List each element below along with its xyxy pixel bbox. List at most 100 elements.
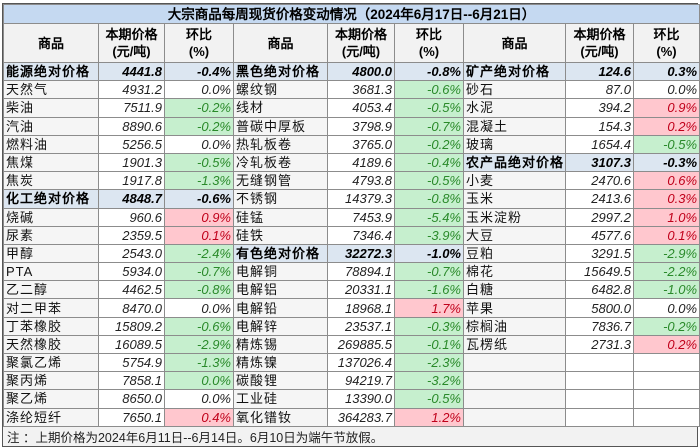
change-value: 1.2% <box>394 407 464 427</box>
price-value: 137026.4 <box>327 352 395 373</box>
price-value: 7346.4 <box>327 225 395 245</box>
header-price-label: 本期价格 <box>105 27 158 42</box>
product-name: 丁苯橡胶 <box>3 316 99 336</box>
price-value: 8470.0 <box>98 298 165 318</box>
header-price: 本期价格 (元/吨) <box>98 23 165 63</box>
price-value: 87.0 <box>565 80 634 100</box>
change-value: 0.0% <box>632 80 700 100</box>
product-name: 硅铁 <box>233 225 328 245</box>
change-value: -5.4% <box>394 207 464 227</box>
header-change: 环比 (%) <box>394 23 464 63</box>
product-name: 聚丙烯 <box>3 371 99 391</box>
footnote: 注 ：上期价格为2024年6月11日--6月14日。6月10日为端午节放假。 <box>3 426 697 446</box>
change-value: 0.3% <box>632 61 700 82</box>
change-value: -0.4% <box>394 152 464 173</box>
header-price-label: 本期价格 <box>334 27 387 42</box>
product-name: 棉花 <box>463 262 566 282</box>
change-value: -3.2% <box>394 371 464 391</box>
price-value: 2543.0 <box>98 243 165 264</box>
price-value: 1654.4 <box>565 134 634 154</box>
product-name: 燃料油 <box>3 134 99 154</box>
price-value: 3681.3 <box>327 80 395 100</box>
price-value: 13390.0 <box>327 389 395 409</box>
change-value: 0.0% <box>632 298 700 318</box>
category-name: 有色绝对价格 <box>233 243 328 264</box>
product-name: 涤纶短纤 <box>3 407 99 427</box>
price-value: 32272.3 <box>327 243 395 264</box>
header-change-unit: (%) <box>418 44 440 59</box>
product-name: 硅锰 <box>233 207 328 227</box>
price-value: 124.6 <box>565 61 634 82</box>
product-name: 甲醇 <box>3 243 99 264</box>
empty-cell <box>632 407 700 427</box>
product-name: 焦煤 <box>3 152 99 173</box>
product-name: 不锈钢 <box>233 189 328 209</box>
table-row: 能源绝对价格 4441.8 -0.4% 黑色绝对价格 4800.0 -0.8% 矿产绝对价格… <box>3 61 700 82</box>
price-value: 2413.6 <box>565 189 634 209</box>
price-value: 3291.5 <box>565 243 634 264</box>
price-value: 4189.6 <box>327 152 395 173</box>
change-value: -0.8% <box>394 61 464 82</box>
table-row: 汽油 8890.6 -0.2% 普碳中厚板 3798.9 -0.7% 混凝土 154.3 0.2… <box>3 116 700 136</box>
price-value: 3107.3 <box>565 152 634 173</box>
category-name: 黑色绝对价格 <box>233 61 328 82</box>
header-price-label: 本期价格 <box>573 27 626 42</box>
price-value: 7858.1 <box>98 371 165 391</box>
header-change-unit: (%) <box>656 44 677 59</box>
change-value: 1.0% <box>632 207 700 227</box>
product-name: 大豆 <box>463 225 566 245</box>
price-value: 18968.1 <box>327 298 395 318</box>
change-value: -1.6% <box>394 280 464 300</box>
table-row: 乙二醇 4462.5 -0.8% 电解铝 20331.1 -1.6% 白糖 6482.8 -1.… <box>3 280 700 300</box>
header-price-unit: (元/吨) <box>580 44 619 59</box>
table-row: 丁苯橡胶 15809.2 -0.6% 电解锌 23537.1 -0.3% 棕榈油 7836.7… <box>3 316 700 336</box>
price-value: 20331.1 <box>327 280 395 300</box>
table-row: 焦炭 1917.8 -1.3% 无缝钢管 4793.8 -0.5% 小麦 2470.6 0.6% <box>3 171 700 191</box>
change-value: -0.6% <box>164 189 234 209</box>
price-value: 4462.5 <box>98 280 165 300</box>
price-value: 5256.5 <box>98 134 165 154</box>
change-value: 0.4% <box>164 407 234 427</box>
price-value: 7511.9 <box>98 98 165 118</box>
product-name: 线材 <box>233 98 328 118</box>
price-value: 4053.4 <box>327 98 395 118</box>
product-name: 棕榈油 <box>463 316 566 336</box>
change-value: 0.1% <box>164 225 234 245</box>
header-change-label: 环比 <box>653 27 680 42</box>
change-value: -1.0% <box>632 280 700 300</box>
product-name: 电解铜 <box>233 262 328 282</box>
change-value: -0.4% <box>164 61 234 82</box>
price-value: 2359.5 <box>98 225 165 245</box>
change-value: 0.6% <box>632 171 700 191</box>
price-value: 6482.8 <box>565 280 634 300</box>
table-row: 焦煤 1901.3 -0.5% 冷轧板卷 4189.6 -0.4% 农产品绝对价格 3107.… <box>3 152 700 173</box>
change-value: 1.7% <box>394 298 464 318</box>
change-value: -0.5% <box>394 98 464 118</box>
product-name: 尿素 <box>3 225 99 245</box>
category-name: 能源绝对价格 <box>3 61 99 82</box>
product-name: 冷轧板卷 <box>233 152 328 173</box>
price-value: 2997.2 <box>565 207 634 227</box>
price-value: 14379.3 <box>327 189 395 209</box>
table-row: PTA 5934.0 -0.7% 电解铜 78894.1 -0.7% 棉花 15649.5 -2… <box>3 262 700 282</box>
change-value: 0.2% <box>632 116 700 136</box>
price-value: 960.6 <box>98 207 165 227</box>
product-name: 乙二醇 <box>3 280 99 300</box>
table-row: 聚乙烯 8650.0 0.0% 工业硅 13390.0 -0.5% <box>3 389 700 409</box>
product-name: 苹果 <box>463 298 566 318</box>
price-value: 4577.6 <box>565 225 634 245</box>
change-value: -1.3% <box>164 171 234 191</box>
product-name: 对二甲苯 <box>3 298 99 318</box>
header-change: 环比 (%) <box>164 23 234 63</box>
product-name: 无缝钢管 <box>233 171 328 191</box>
change-value: -0.8% <box>164 280 234 300</box>
product-name: 聚乙烯 <box>3 389 99 409</box>
table-row: 聚丙烯 7858.1 0.0% 碳酸锂 94219.7 -3.2% <box>3 371 700 391</box>
product-name: 碳酸锂 <box>233 371 328 391</box>
header-change: 环比 (%) <box>632 23 700 63</box>
header-product: 商品 <box>233 23 328 63</box>
table-row: 甲醇 2543.0 -2.4% 有色绝对价格 32272.3 -1.0% 豆粕 3291.5-… <box>3 243 700 264</box>
table-row: 聚氯乙烯 5754.9 -1.3% 精炼镍 137026.4 -2.3% <box>3 352 700 373</box>
price-value: 78894.1 <box>327 262 395 282</box>
change-value: -2.2% <box>632 262 700 282</box>
